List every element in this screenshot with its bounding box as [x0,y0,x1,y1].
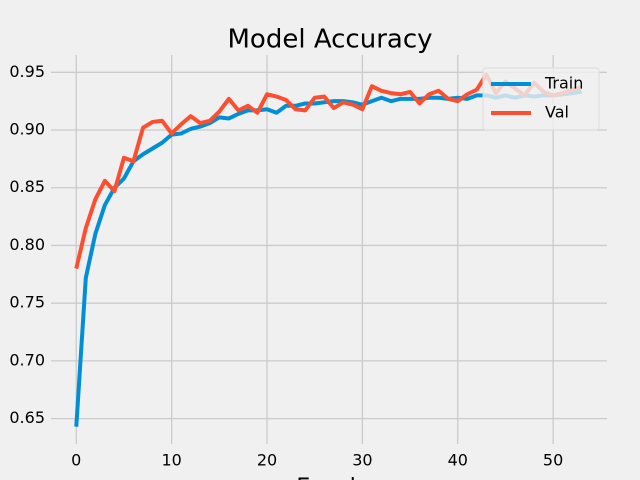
y-tick-label: 0.90 [9,120,45,139]
y-tick-label: 0.70 [9,350,45,369]
y-tick-label: 0.85 [9,177,45,196]
x-tick-label: 40 [448,451,468,470]
legend-label: Val [545,103,569,122]
x-tick-label: 50 [543,451,563,470]
x-axis-label: Epoch [296,475,363,480]
legend-label: Train [544,74,583,93]
x-tick-label: 20 [257,451,277,470]
y-tick-label: 0.75 [9,293,45,312]
grid: 0.65 0.70 0.75 0.80 0.85 0.90 0.95 0 10 20 30 40 50 [9,55,607,470]
y-tick-label: 0.80 [9,235,45,254]
legend: Train Val [482,67,600,131]
chart-title: Model Accuracy [227,25,432,55]
x-tick-label: 0 [71,451,81,470]
x-tick-label: 30 [352,451,372,470]
y-tick-label: 0.95 [9,62,45,81]
x-tick-label: 10 [161,451,181,470]
y-tick-label: 0.65 [9,408,45,427]
